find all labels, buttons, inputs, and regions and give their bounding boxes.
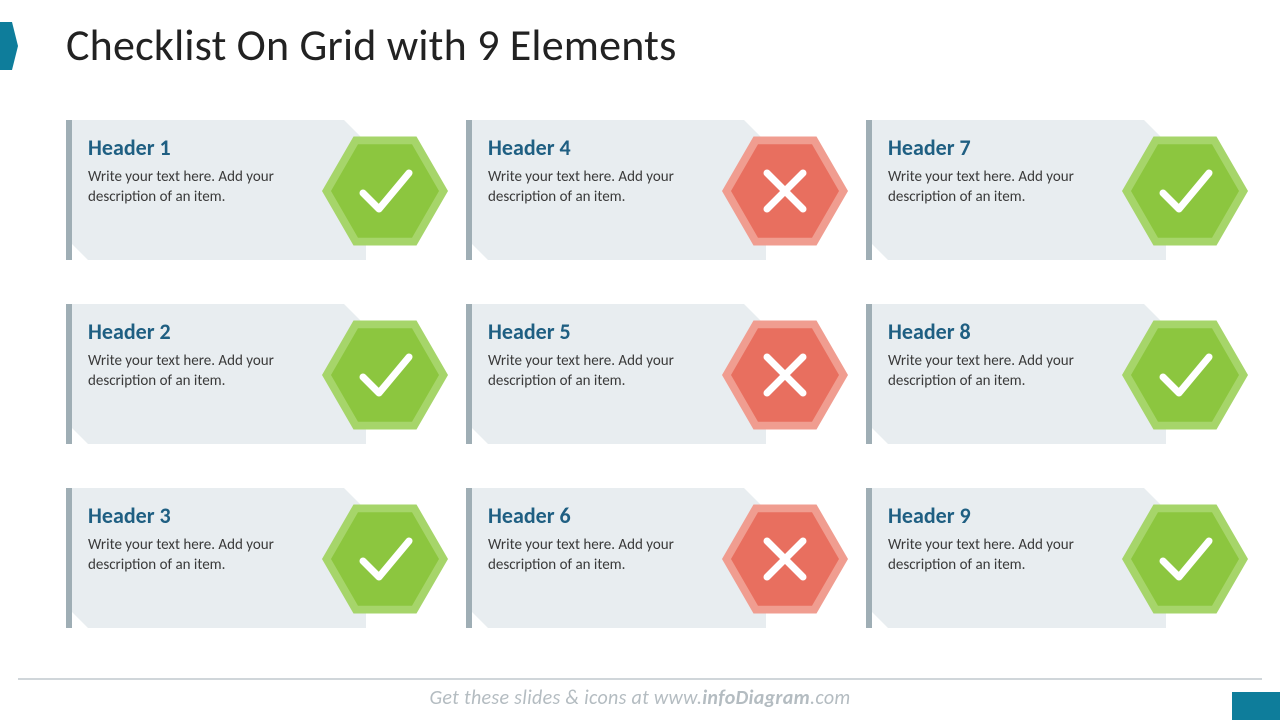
card-text: Header 6 Write your text here. Add your d… bbox=[488, 502, 708, 576]
card-text: Header 5 Write your text here. Add your d… bbox=[488, 318, 708, 392]
checkmark-hex-icon bbox=[310, 312, 460, 438]
checklist-card: Header 5 Write your text here. Add your d… bbox=[466, 304, 846, 444]
checklist-grid: Header 1 Write your text here. Add your d… bbox=[66, 120, 1250, 628]
cross-hex-icon bbox=[710, 128, 860, 254]
checklist-card: Header 6 Write your text here. Add your d… bbox=[466, 488, 846, 628]
footer: Get these slides & icons at www.infoDiag… bbox=[0, 678, 1280, 710]
footer-bold: infoDiagram bbox=[702, 686, 810, 710]
card-description: Write your text here. Add your descripti… bbox=[888, 351, 1108, 392]
card-description: Write your text here. Add your descripti… bbox=[888, 167, 1108, 208]
card-description: Write your text here. Add your descripti… bbox=[888, 535, 1108, 576]
card-description: Write your text here. Add your descripti… bbox=[88, 535, 308, 576]
card-text: Header 9 Write your text here. Add your d… bbox=[888, 502, 1108, 576]
corner-accent bbox=[1232, 692, 1280, 720]
card-description: Write your text here. Add your descripti… bbox=[488, 535, 708, 576]
card-description: Write your text here. Add your descripti… bbox=[88, 167, 308, 208]
footer-suffix: .com bbox=[810, 686, 851, 710]
card-description: Write your text here. Add your descripti… bbox=[488, 167, 708, 208]
card-text: Header 7 Write your text here. Add your d… bbox=[888, 134, 1108, 208]
card-text: Header 1 Write your text here. Add your d… bbox=[88, 134, 308, 208]
card-header: Header 8 bbox=[888, 318, 1108, 345]
card-text: Header 2 Write your text here. Add your d… bbox=[88, 318, 308, 392]
checklist-card: Header 7 Write your text here. Add your d… bbox=[866, 120, 1246, 260]
card-header: Header 5 bbox=[488, 318, 708, 345]
card-header: Header 7 bbox=[888, 134, 1108, 161]
card-text: Header 8 Write your text here. Add your d… bbox=[888, 318, 1108, 392]
card-header: Header 1 bbox=[88, 134, 308, 161]
checklist-card: Header 2 Write your text here. Add your d… bbox=[66, 304, 446, 444]
checklist-card: Header 4 Write your text here. Add your d… bbox=[466, 120, 846, 260]
card-description: Write your text here. Add your descripti… bbox=[488, 351, 708, 392]
footer-prefix: Get these slides & icons at www. bbox=[429, 686, 702, 710]
checklist-card: Header 3 Write your text here. Add your d… bbox=[66, 488, 446, 628]
slide-title: Checklist On Grid with 9 Elements bbox=[66, 18, 677, 72]
cross-hex-icon bbox=[710, 312, 860, 438]
card-text: Header 4 Write your text here. Add your d… bbox=[488, 134, 708, 208]
title-accent bbox=[0, 22, 18, 70]
card-description: Write your text here. Add your descripti… bbox=[88, 351, 308, 392]
checklist-card: Header 1 Write your text here. Add your d… bbox=[66, 120, 446, 260]
card-header: Header 9 bbox=[888, 502, 1108, 529]
card-header: Header 4 bbox=[488, 134, 708, 161]
checkmark-hex-icon bbox=[310, 496, 460, 622]
checkmark-hex-icon bbox=[310, 128, 460, 254]
card-header: Header 3 bbox=[88, 502, 308, 529]
card-text: Header 3 Write your text here. Add your d… bbox=[88, 502, 308, 576]
card-header: Header 2 bbox=[88, 318, 308, 345]
checkmark-hex-icon bbox=[1110, 312, 1260, 438]
checkmark-hex-icon bbox=[1110, 496, 1260, 622]
footer-divider bbox=[18, 678, 1262, 680]
checkmark-hex-icon bbox=[1110, 128, 1260, 254]
checklist-card: Header 8 Write your text here. Add your d… bbox=[866, 304, 1246, 444]
slide: Checklist On Grid with 9 Elements Header… bbox=[0, 0, 1280, 720]
checklist-card: Header 9 Write your text here. Add your d… bbox=[866, 488, 1246, 628]
cross-hex-icon bbox=[710, 496, 860, 622]
card-header: Header 6 bbox=[488, 502, 708, 529]
footer-text: Get these slides & icons at www.infoDiag… bbox=[0, 686, 1280, 710]
